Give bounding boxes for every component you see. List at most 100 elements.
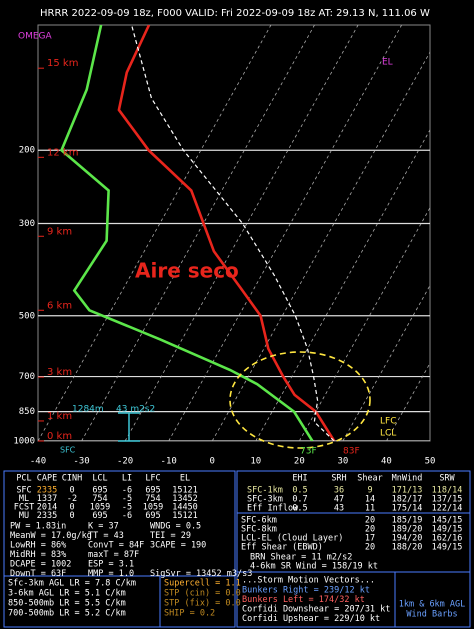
height-label: 1 km	[47, 411, 72, 422]
panel-text: 1059	[143, 503, 163, 513]
panel-text: 149/15	[432, 525, 463, 535]
annotation: 43 m2s2	[116, 405, 155, 415]
panel-text: 695	[145, 486, 160, 496]
panel-text: EHI	[292, 474, 307, 484]
panel-text: Shear	[357, 474, 383, 484]
panel-text: K = 37	[88, 522, 119, 532]
profile-line	[117, 25, 336, 441]
panel-text: TEI = 29	[150, 531, 191, 541]
panel-text: 13452	[172, 494, 198, 504]
annotation: LCL	[380, 429, 396, 439]
y-tick-label: 700	[19, 372, 35, 382]
panel-text: CINH	[62, 474, 82, 484]
annotation: SFC	[60, 446, 76, 455]
panel-text: -5	[122, 494, 132, 504]
right-box	[236, 470, 471, 628]
annotation: OMEGA	[18, 32, 53, 42]
isotherm	[342, 284, 430, 441]
panel-text: 149/15	[432, 543, 463, 553]
panel-text: Wind Barbs	[406, 610, 457, 620]
panel-text: 2335	[37, 511, 57, 521]
isotherm	[255, 129, 430, 441]
inflow-bracket	[118, 412, 140, 442]
panel-text: 3-6km AGL LR = 5.1 C/km	[8, 589, 126, 599]
panel-text: -2	[67, 494, 77, 504]
panel-text: SFC	[16, 486, 31, 496]
isotherm	[168, 25, 402, 441]
y-tick-label: 850	[19, 407, 35, 417]
panel-text: MMP = 1.0	[88, 569, 134, 579]
x-tick-label: 0	[210, 457, 215, 467]
profile-line	[131, 25, 335, 441]
panel-text: 171/13	[392, 486, 423, 496]
panel-text: 754	[92, 494, 107, 504]
panel-text: PCL	[16, 474, 31, 484]
panel-text: -6	[122, 511, 132, 521]
panel-text: Eff Shear (EBWD)	[241, 543, 323, 553]
panel-text: 0	[69, 511, 74, 521]
height-label: 3 km	[47, 367, 72, 378]
panel-text: SigSvr = 13452 m3/s3	[150, 569, 252, 579]
panel-text: 188/20	[392, 543, 423, 553]
panel-text: 700-500mb LR = 5.2 C/km	[8, 609, 126, 619]
panel-text: 0	[69, 503, 74, 513]
panel-text: FCST	[14, 503, 34, 513]
panel-text: 175/14	[392, 504, 423, 514]
panel-text: 3CAPE = 190	[150, 541, 206, 551]
panel-text: 695	[145, 511, 160, 521]
height-label: 12 km	[47, 147, 78, 158]
panel-text: 14	[365, 495, 375, 505]
panel-text: 194/20	[392, 534, 423, 544]
panel-text: 1km & 6km AGL	[399, 600, 466, 610]
panel-text: SHIP = 0.2	[164, 609, 215, 619]
height-label: 0 km	[47, 431, 72, 442]
panel-text: SRW	[439, 474, 455, 484]
panel-text: 20	[365, 516, 375, 526]
annotation: 73F	[300, 447, 317, 457]
panel-text: 189/20	[392, 525, 423, 535]
panel-text: LFC	[145, 474, 160, 484]
panel-text: 754	[145, 494, 160, 504]
panel-text: 4-6km SR Wind = 158/19 kt	[250, 562, 378, 572]
isotherm	[81, 25, 315, 441]
x-tick-label: -30	[73, 457, 89, 467]
panel-text: CAPE	[37, 474, 57, 484]
isotherm	[124, 25, 359, 441]
x-tick-label: 50	[425, 457, 436, 467]
panel-text: 36	[334, 486, 344, 496]
panel-text: 145/15	[432, 516, 463, 526]
x-tick-label: 40	[381, 457, 392, 467]
annotation: EL	[382, 58, 393, 68]
panel-text: STP (cin) = 0.0	[164, 589, 241, 599]
isotherm	[211, 51, 430, 441]
panel-text: 0.5	[292, 504, 307, 514]
panel-text: 695	[92, 511, 107, 521]
panel-text: 2335	[37, 486, 57, 496]
panel-text: 17	[365, 534, 375, 544]
panel-text: Bunkers Right = 239/12 kt	[242, 586, 370, 596]
panel-text: DCAPE = 1002	[10, 560, 71, 570]
panel-text: Sfc-3km AGL LR = 7.8 C/km	[8, 579, 136, 589]
panel-text: 185/19	[392, 516, 423, 526]
panel-text: ESP = 3.1	[88, 560, 134, 570]
panel-text: Corfidi Downshear = 207/31 kt	[242, 605, 390, 615]
x-tick-label: -20	[117, 457, 133, 467]
panel-text: EL	[180, 474, 190, 484]
panel-text: SFC-1km	[247, 486, 283, 496]
panel-text: BRN Shear = 11 m2/s2	[250, 553, 352, 563]
panel-text: 11	[365, 504, 375, 514]
panel-text: 0.5	[292, 486, 307, 496]
x-tick-label: 20	[294, 457, 305, 467]
panel-text: ...Storm Motion Vectors...	[242, 576, 375, 586]
panel-text: MnWind	[392, 474, 423, 484]
panel-text: Bunkers Left = 174/32 kt	[242, 595, 365, 605]
panel-text: 9	[367, 486, 372, 496]
panel-text: Eff Inflow	[247, 504, 299, 514]
y-tick-label: 300	[19, 219, 35, 229]
panel-text: SFC-3km	[247, 495, 283, 505]
panel-text: Corfidi Upshear = 229/10 kt	[242, 614, 380, 624]
panel-text: 118/14	[432, 486, 463, 496]
panel-text: SFC-8km	[241, 525, 277, 535]
